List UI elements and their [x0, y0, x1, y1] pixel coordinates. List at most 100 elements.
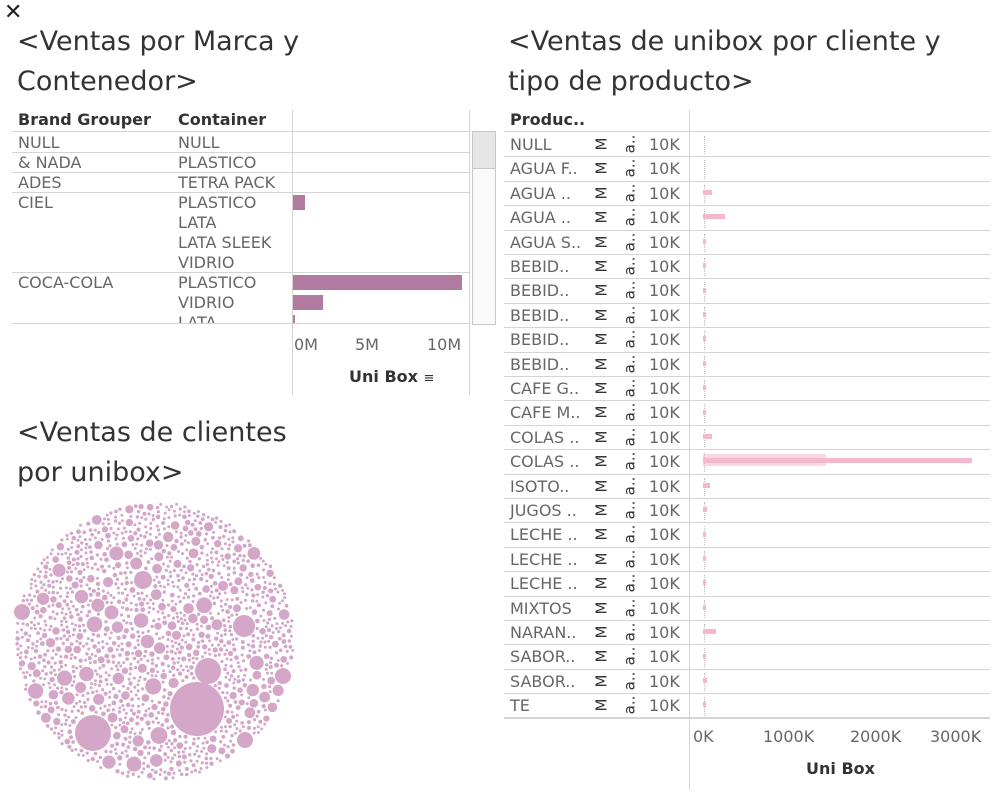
- client-bubble[interactable]: [152, 563, 163, 574]
- client-bubble[interactable]: [69, 657, 73, 660]
- client-bubble[interactable]: [176, 619, 180, 623]
- client-bubble[interactable]: [111, 700, 117, 706]
- client-bubble[interactable]: [86, 603, 90, 607]
- client-bubble[interactable]: [167, 664, 171, 668]
- client-bubble[interactable]: [109, 511, 113, 515]
- client-bubble[interactable]: [231, 669, 236, 674]
- product-row-label[interactable]: COLAS ..: [510, 427, 580, 447]
- client-bubble[interactable]: [201, 655, 204, 659]
- client-bubble[interactable]: [117, 644, 121, 648]
- client-bubble[interactable]: [160, 574, 166, 580]
- client-bubble[interactable]: [229, 658, 233, 662]
- client-bubble[interactable]: [74, 549, 80, 555]
- client-bubble[interactable]: [80, 562, 85, 567]
- client-bubble[interactable]: [236, 561, 240, 565]
- client-bubble[interactable]: [57, 713, 61, 717]
- client-bubble[interactable]: [125, 518, 133, 527]
- client-bubble[interactable]: [75, 715, 111, 751]
- product-row-label[interactable]: LECHE ..: [510, 525, 578, 545]
- client-bubble[interactable]: [113, 519, 118, 523]
- client-bubble[interactable]: [87, 656, 92, 661]
- client-bubble[interactable]: [93, 682, 97, 686]
- client-bubble[interactable]: [72, 604, 75, 608]
- client-bubble[interactable]: [107, 712, 118, 723]
- client-bubble[interactable]: [44, 588, 48, 592]
- client-bubble[interactable]: [176, 668, 180, 672]
- client-bubble[interactable]: [65, 625, 69, 629]
- client-bubble[interactable]: [27, 683, 44, 699]
- client-bubble[interactable]: [224, 729, 228, 733]
- client-bubble[interactable]: [276, 699, 280, 703]
- client-bubble[interactable]: [130, 627, 134, 631]
- client-bubble[interactable]: [199, 544, 205, 550]
- client-bubble[interactable]: [195, 627, 199, 631]
- client-bubble[interactable]: [100, 538, 104, 541]
- client-bubble[interactable]: [162, 669, 166, 673]
- client-bubble[interactable]: [199, 526, 203, 531]
- client-bubble[interactable]: [86, 521, 91, 526]
- client-bubble[interactable]: [73, 675, 76, 678]
- client-bubble[interactable]: [59, 580, 62, 584]
- client-bubble[interactable]: [137, 509, 141, 514]
- client-bubble[interactable]: [192, 661, 195, 665]
- client-bubble[interactable]: [198, 521, 203, 525]
- client-bubble[interactable]: [149, 526, 153, 530]
- client-bubble[interactable]: [59, 655, 63, 659]
- client-bubble[interactable]: [205, 562, 210, 567]
- client-bubble[interactable]: [90, 682, 94, 686]
- client-bubble[interactable]: [79, 554, 83, 559]
- client-bubble[interactable]: [32, 573, 36, 577]
- client-bubble[interactable]: [90, 756, 96, 762]
- client-bubble[interactable]: [177, 578, 181, 583]
- client-bubble[interactable]: [115, 562, 122, 569]
- product-bar[interactable]: [703, 580, 706, 586]
- client-bubble[interactable]: [26, 638, 30, 643]
- client-bubble[interactable]: [86, 616, 103, 633]
- client-bubble[interactable]: [144, 517, 148, 521]
- client-bubble[interactable]: [262, 585, 267, 591]
- client-bubble[interactable]: [107, 646, 114, 653]
- client-bubble[interactable]: [49, 552, 53, 556]
- client-bubble[interactable]: [151, 602, 155, 606]
- product-row-label[interactable]: CAFE M..: [510, 403, 581, 423]
- brand-container-bar[interactable]: [293, 295, 324, 310]
- brand-cell[interactable]: ADES: [18, 173, 62, 192]
- client-bubble[interactable]: [90, 638, 94, 643]
- client-bubble[interactable]: [281, 599, 284, 603]
- client-bubble[interactable]: [143, 654, 147, 658]
- client-bubble[interactable]: [237, 535, 244, 542]
- client-bubble[interactable]: [102, 755, 116, 769]
- client-bubble[interactable]: [75, 666, 79, 670]
- client-bubble[interactable]: [218, 592, 222, 596]
- client-bubble[interactable]: [184, 675, 189, 679]
- client-bubble[interactable]: [39, 676, 43, 680]
- client-bubble[interactable]: [195, 563, 199, 567]
- client-bubble[interactable]: [39, 570, 42, 574]
- client-bubble[interactable]: [224, 663, 228, 667]
- client-bubble[interactable]: [152, 619, 156, 623]
- client-bubble[interactable]: [108, 695, 112, 699]
- client-bubble[interactable]: [29, 626, 33, 630]
- client-bubble[interactable]: [90, 652, 94, 656]
- client-bubble[interactable]: [226, 699, 230, 703]
- client-bubble[interactable]: [110, 667, 114, 671]
- client-bubble[interactable]: [93, 751, 98, 756]
- client-bubble[interactable]: [131, 772, 135, 776]
- client-bubble[interactable]: [106, 591, 110, 595]
- client-bubble[interactable]: [52, 627, 60, 635]
- client-bubble[interactable]: [72, 680, 76, 684]
- client-bubble[interactable]: [247, 547, 261, 560]
- client-bubble[interactable]: [50, 548, 54, 552]
- product-bar-cluster[interactable]: [703, 454, 827, 467]
- client-bubble[interactable]: [175, 760, 182, 767]
- client-bubble[interactable]: [64, 722, 68, 726]
- client-bubble[interactable]: [74, 567, 78, 570]
- client-bubble[interactable]: [231, 540, 235, 544]
- client-bubble[interactable]: [167, 525, 171, 529]
- client-bubble[interactable]: [205, 558, 209, 562]
- client-bubble[interactable]: [100, 564, 104, 569]
- client-bubble[interactable]: [151, 514, 155, 517]
- client-bubble[interactable]: [237, 732, 253, 748]
- client-bubble[interactable]: [252, 670, 262, 680]
- client-bubble[interactable]: [262, 619, 266, 622]
